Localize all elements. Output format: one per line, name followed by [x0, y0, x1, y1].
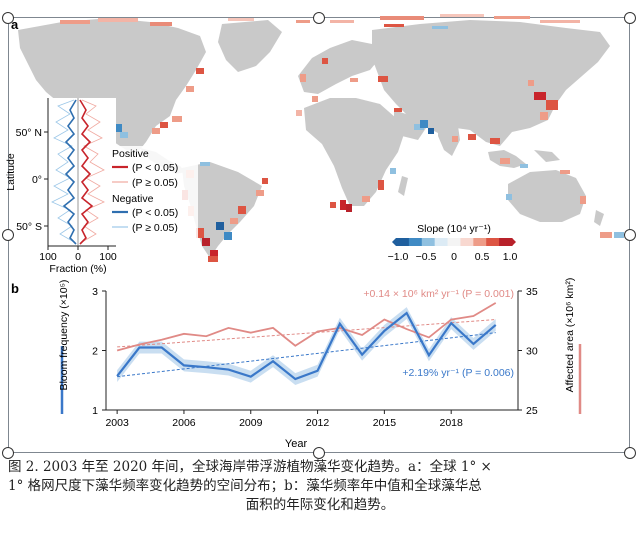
colorbar-title: Slope (10⁴ yr⁻¹) — [417, 223, 491, 235]
inset-xtick-center: 0 — [75, 251, 81, 263]
resize-handle-top-center[interactable] — [313, 12, 325, 24]
area-trend-line — [117, 319, 496, 348]
x-tick-label: 2009 — [239, 417, 263, 429]
caption-line-1: 图 2. 2003 年至 2020 年间，全球海岸带浮游植物藻华变化趋势。a：全… — [8, 459, 492, 475]
resize-handle-bottom-left[interactable] — [2, 447, 14, 459]
resize-handle-bottom-center[interactable] — [313, 447, 325, 459]
panel-b-label: b — [11, 281, 19, 296]
right-axis-title: Affected area (×10⁶ km²) — [564, 278, 576, 393]
resize-handle-top-left[interactable] — [2, 12, 14, 24]
colorbar-segment — [486, 238, 500, 246]
inset-ytick-50n: 50° N — [16, 127, 42, 139]
frequency-trend-line — [117, 332, 496, 378]
left-tick-label: 2 — [92, 346, 98, 358]
colorbar-segment — [408, 238, 423, 246]
legend-positive-nonsig: (P ≥ 0.05) — [132, 177, 178, 189]
bloom-frequency-series — [116, 311, 497, 381]
panel-a-label: a — [11, 17, 19, 32]
x-tick-label: 2015 — [373, 417, 397, 429]
affected-area-series — [116, 302, 497, 352]
x-axis-title: Year — [285, 438, 308, 450]
colorbar-tick-neg05: −0.5 — [416, 251, 437, 263]
colorbar-segment — [447, 238, 461, 246]
inset-xtick-right: 100 — [99, 251, 117, 263]
figure-caption: 图 2. 2003 年至 2020 年间，全球海岸带浮游植物藻华变化趋势。a：全… — [8, 458, 632, 515]
colorbar-segment — [421, 238, 436, 246]
x-tick-label: 2012 — [306, 417, 330, 429]
colorbar-tick-neg1: −1.0 — [388, 251, 409, 263]
legend-positive-sig: (P < 0.05) — [132, 162, 178, 174]
resize-handle-bottom-right[interactable] — [624, 447, 636, 459]
legend-negative-title: Negative — [112, 193, 154, 205]
slope-colorbar: Slope (10⁴ yr⁻¹) −1.0 −0.5 0 0.5 1.0 — [388, 223, 518, 263]
left-axis-title: Bloom frequency (×10⁵) — [58, 280, 70, 391]
caption-line-2: 1° 格网尺度下藻华频率变化趋势的空间分布；b：藻华频率年中值和全球藻华总 — [8, 478, 482, 494]
resize-handle-middle-left[interactable] — [2, 229, 14, 241]
resize-handle-top-right[interactable] — [624, 12, 636, 24]
latitude-profile-inset: 50° N 0° 50° S Latitude 100 0 100 Fracti… — [5, 98, 117, 275]
inset-ytick-0: 0° — [32, 174, 42, 186]
inset-ytick-50s: 50° S — [16, 221, 42, 233]
inset-y-title: Latitude — [5, 153, 17, 191]
x-tick-label: 2006 — [172, 417, 196, 429]
area-trend-annotation: +0.14 × 10⁶ km² yr⁻¹ (P = 0.001) — [363, 288, 514, 300]
colorbar-tick-05: 0.5 — [475, 251, 490, 263]
left-tick-label: 3 — [92, 286, 98, 298]
inset-legend: Positive (P < 0.05) (P ≥ 0.05) Negative … — [110, 146, 198, 238]
colorbar-tick-1: 1.0 — [503, 251, 518, 263]
right-tick-label: 25 — [526, 405, 538, 417]
x-tick-label: 2018 — [440, 417, 464, 429]
caption-line-3: 面积的年际变化和趋势。 — [245, 497, 395, 513]
resize-handle-middle-right[interactable] — [624, 229, 636, 241]
frequency-trend-annotation: +2.19% yr⁻¹ (P = 0.006) — [402, 367, 514, 379]
inset-x-title: Fraction (%) — [49, 263, 106, 275]
legend-positive-title: Positive — [112, 148, 149, 160]
colorbar-segment — [460, 238, 474, 246]
colorbar-segment — [434, 238, 449, 246]
colorbar-segment — [396, 238, 410, 246]
inset-xtick-left: 100 — [39, 251, 57, 263]
colorbar-segment — [499, 238, 513, 246]
right-tick-label: 30 — [526, 346, 538, 358]
x-tick-label: 2003 — [105, 417, 129, 429]
panel-b-chart: 2003 2006 2009 2012 2015 2018 1 2 3 25 30 35 Bloo… — [58, 278, 582, 450]
right-tick-label: 35 — [526, 286, 538, 298]
legend-negative-nonsig: (P ≥ 0.05) — [132, 222, 178, 234]
colorbar-tick-0: 0 — [451, 251, 457, 263]
left-tick-label: 1 — [92, 405, 98, 417]
colorbar-segment — [473, 238, 487, 246]
legend-negative-sig: (P < 0.05) — [132, 207, 178, 219]
